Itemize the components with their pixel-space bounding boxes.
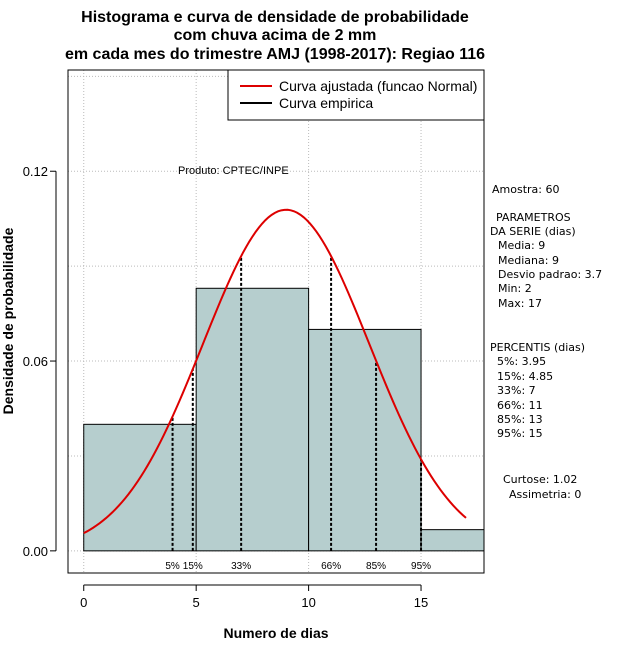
histogram-bar	[420, 529, 485, 552]
percentile-label: 95%	[411, 561, 431, 572]
x-tick-label: 5	[193, 595, 200, 610]
x-axis-title: Numero de dias	[223, 625, 328, 641]
x-tick-label: 15	[414, 595, 428, 610]
percentil-85: 85%: 13	[497, 413, 543, 426]
histogram-bar	[83, 423, 197, 552]
param-media: Media: 9	[498, 239, 545, 252]
histogram-bars	[83, 287, 485, 552]
percentil-5: 5%: 3.95	[497, 355, 546, 368]
y-tick-label: 0.00	[23, 544, 48, 559]
percentile-label: 5%	[165, 561, 180, 572]
params-subheading: DA SERIE (dias)	[490, 225, 576, 238]
param-min: Min: 2	[498, 282, 532, 295]
chart-title-line-2: com chuva acima de 2 mm	[174, 27, 377, 44]
legend: Curva ajustada (funcao Normal) Curva emp…	[227, 69, 485, 121]
percentil-15: 15%: 4.85	[497, 370, 553, 383]
percentil-66: 66%: 11	[497, 399, 543, 412]
y-axis-title: Densidade de probabilidade	[0, 227, 16, 414]
y-tick-label: 0.06	[23, 354, 48, 369]
histogram-bar	[308, 328, 422, 552]
kurtosis-text: Curtose: 1.02	[503, 473, 577, 486]
statistics-panel: Amostra: 60 PARAMETROS DA SERIE (dias) M…	[490, 183, 602, 501]
histogram-bar	[195, 287, 310, 552]
sample-size-text: Amostra: 60	[492, 183, 559, 196]
percentile-label: 33%	[231, 561, 251, 572]
normal-curve-layer	[83, 208, 467, 535]
normal-curve	[83, 208, 467, 535]
x-tick-label: 0	[80, 595, 87, 610]
legend-box	[227, 69, 485, 121]
y-tick-label: 0.12	[23, 164, 48, 179]
axes: 0 5 10 15 0.00 0.06 0.12	[23, 164, 429, 610]
legend-label-normal: Curva ajustada (funcao Normal)	[279, 78, 477, 94]
percentil-95: 95%: 15	[497, 427, 543, 440]
product-label: Produto: CPTEC/INPE	[178, 165, 289, 177]
x-tick-label: 10	[301, 595, 315, 610]
chart-title-line-1: Histograma e curva de densidade de proba…	[81, 9, 469, 26]
legend-label-empirical: Curva empirica	[279, 95, 373, 111]
percentile-label: 66%	[321, 561, 341, 572]
param-max: Max: 17	[498, 297, 542, 310]
percentile-label: 85%	[366, 561, 386, 572]
percentis-heading: PERCENTIS (dias)	[490, 341, 585, 354]
percentil-33: 33%: 7	[497, 384, 536, 397]
percentile-lines: 5% 15% 33% 66% 85% 95%	[165, 256, 431, 572]
param-desvio: Desvio padrao: 3.7	[498, 268, 602, 281]
percentile-label: 15%	[183, 561, 203, 572]
skewness-text: Assimetria: 0	[509, 488, 581, 501]
param-mediana: Mediana: 9	[498, 254, 559, 267]
chart-title-line-3: em cada mes do trimestre AMJ (1998-2017)…	[65, 46, 485, 63]
params-heading: PARAMETROS	[496, 211, 571, 224]
